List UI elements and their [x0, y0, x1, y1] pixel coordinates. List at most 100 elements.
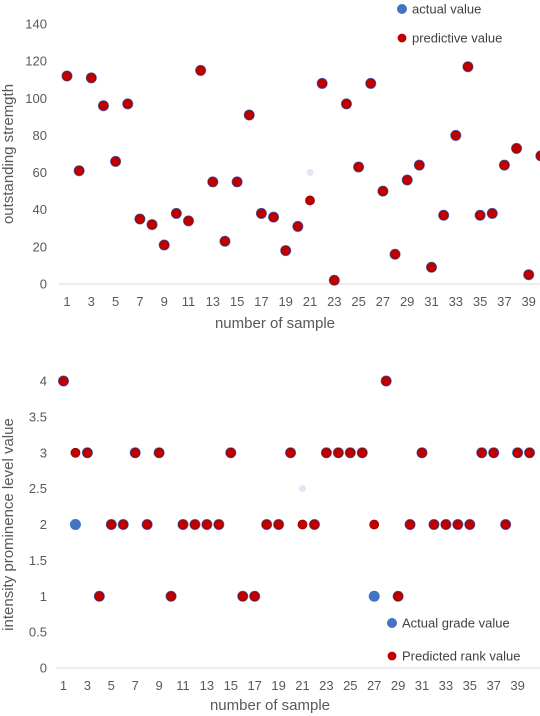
x-tick-label: 35: [473, 294, 487, 309]
y-tick-label: 100: [25, 91, 47, 106]
data-point-predicted: [147, 219, 157, 230]
data-point-predicted: [201, 519, 212, 530]
data-point-predicted: [512, 447, 523, 458]
data-point-predicted: [353, 162, 364, 172]
data-point-predicted: [58, 376, 69, 386]
data-point-predicted: [500, 519, 511, 530]
legend-item: Actual grade value: [387, 616, 510, 631]
legend-marker: [397, 33, 407, 43]
legend-label: Actual grade value: [402, 616, 510, 631]
legend-marker: [397, 4, 407, 14]
data-point-predicted: [535, 151, 540, 161]
y-tick-label: 140: [25, 17, 47, 32]
x-tick-label: 5: [112, 294, 119, 309]
x-tick-label: 7: [136, 294, 143, 309]
x-tick-label: 17: [254, 294, 268, 309]
data-point-actual: [368, 590, 380, 602]
data-point-predicted: [511, 143, 522, 154]
x-tick-label: 37: [486, 678, 500, 693]
data-point-predicted: [130, 447, 141, 458]
x-tick-label: 25: [343, 678, 357, 693]
data-point-predicted: [369, 519, 380, 530]
data-point-predicted: [207, 176, 218, 187]
data-point-predicted: [70, 447, 81, 458]
x-tick-label: 29: [391, 678, 405, 693]
data-point-predicted: [405, 519, 415, 530]
legend-item: predictive value: [397, 31, 502, 46]
data-point-predicted: [249, 591, 260, 602]
x-tick-label: 17: [247, 678, 261, 693]
x-tick-label: 23: [319, 678, 333, 693]
data-point-actual: [69, 519, 81, 530]
x-axis-title: number of sample: [210, 697, 330, 714]
data-point-predicted: [110, 156, 121, 167]
data-point-predicted: [237, 591, 248, 602]
data-point-predicted: [98, 100, 109, 111]
legend-label: Predicted rank value: [402, 649, 521, 664]
x-tick-label: 39: [510, 678, 524, 693]
x-tick-label: 19: [271, 678, 285, 693]
data-point-predicted: [452, 519, 463, 530]
x-tick-label: 33: [439, 678, 453, 693]
data-point-predicted: [183, 215, 194, 226]
x-tick-label: 1: [60, 678, 67, 693]
data-point-predicted: [329, 275, 340, 286]
x-tick-label: 29: [400, 294, 414, 309]
data-point-predicted: [426, 262, 437, 273]
data-point-predicted: [365, 78, 376, 89]
y-tick-label: 80: [33, 128, 47, 143]
data-point-actual: [306, 169, 314, 177]
y-tick-label: 4: [40, 374, 47, 389]
data-point-predicted: [317, 78, 328, 89]
data-point-predicted: [357, 447, 368, 458]
data-point-predicted: [393, 591, 403, 602]
data-point-predicted: [280, 245, 291, 256]
data-point-predicted: [86, 72, 97, 83]
data-point-predicted: [171, 208, 182, 219]
x-tick-label: 25: [351, 294, 365, 309]
y-tick-label: 1.5: [29, 553, 47, 568]
data-point-actual: [299, 485, 306, 493]
y-tick-label: 1: [40, 589, 47, 604]
data-point-predicted: [118, 519, 129, 530]
data-point-predicted: [402, 175, 413, 185]
data-point-predicted: [341, 98, 352, 109]
x-tick-label: 23: [327, 294, 341, 309]
x-tick-label: 27: [376, 294, 390, 309]
x-tick-label: 33: [449, 294, 463, 309]
x-tick-label: 13: [206, 294, 220, 309]
x-tick-label: 37: [497, 294, 511, 309]
y-tick-label: 2: [40, 517, 47, 532]
data-point-predicted: [225, 447, 236, 458]
x-tick-label: 21: [295, 678, 309, 693]
data-point-predicted: [297, 519, 308, 530]
x-tick-label: 31: [415, 678, 429, 693]
y-tick-label: 3.5: [29, 409, 47, 424]
x-tick-label: 3: [84, 678, 91, 693]
data-point-predicted: [377, 186, 388, 197]
x-tick-label: 27: [367, 678, 381, 693]
data-point-predicted: [62, 71, 72, 81]
x-tick-label: 9: [155, 678, 162, 693]
data-point-predicted: [381, 376, 392, 386]
data-point-predicted: [309, 519, 320, 530]
legend-marker: [387, 618, 397, 628]
x-tick-label: 39: [521, 294, 535, 309]
y-tick-label: 120: [25, 54, 47, 69]
x-tick-label: 19: [278, 294, 292, 309]
data-point-predicted: [154, 447, 164, 458]
x-tick-label: 11: [182, 294, 196, 309]
x-tick-label: 21: [303, 294, 317, 309]
data-point-predicted: [440, 519, 451, 530]
x-tick-label: 7: [132, 678, 139, 693]
data-point-predicted: [106, 519, 117, 530]
data-point-predicted: [305, 195, 315, 206]
x-tick-label: 9: [161, 294, 168, 309]
x-tick-label: 1: [63, 294, 70, 309]
data-point-predicted: [256, 208, 267, 219]
data-point-predicted: [142, 519, 153, 530]
chart-2: 00.511.522.533.541 3 5 7 9 11 13 15 17 19 21 23 25 27…: [0, 374, 540, 714]
data-point-predicted: [475, 210, 485, 221]
x-tick-label: 11: [176, 678, 190, 693]
data-point-predicted: [220, 236, 230, 247]
